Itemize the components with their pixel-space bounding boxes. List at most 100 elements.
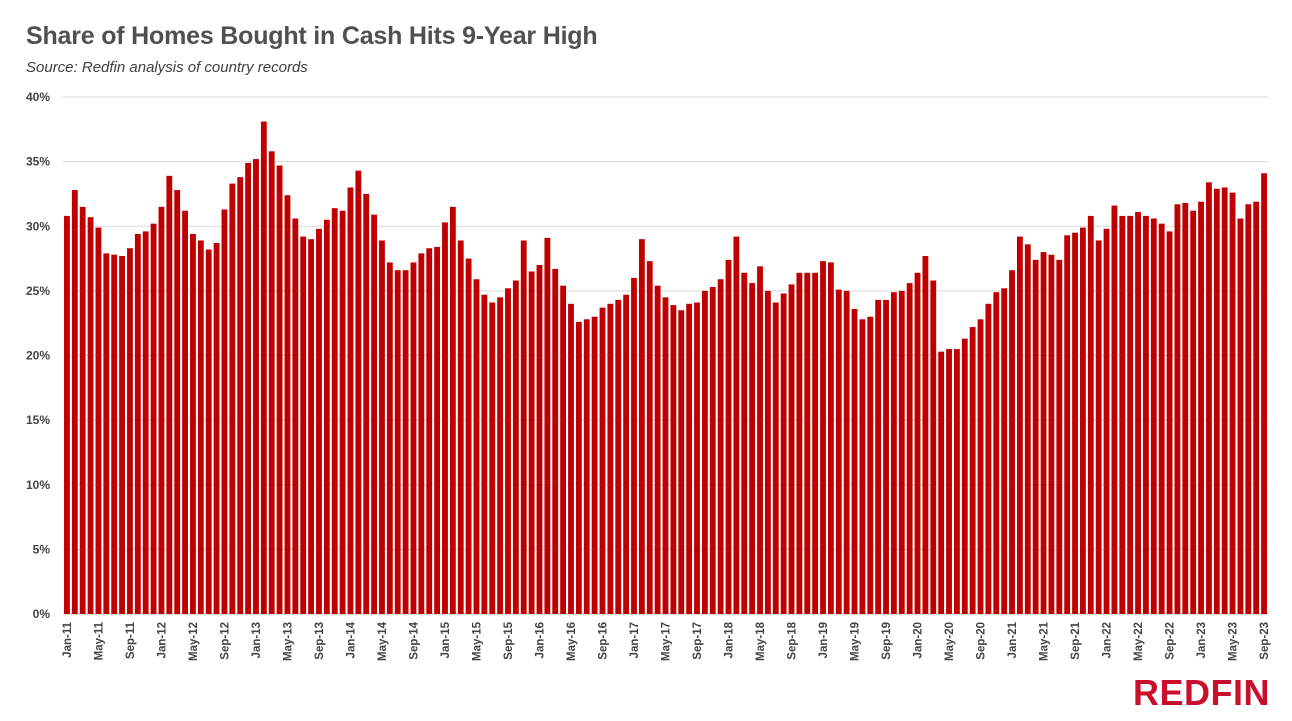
bar: [631, 277, 637, 614]
x-tick-label: Sep-18: [787, 621, 799, 659]
redfin-logo: REDFIN: [1133, 672, 1270, 713]
chart-title: Share of Homes Bought in Cash Hits 9-Yea…: [26, 22, 598, 50]
x-tick-label: Jan-17: [629, 622, 641, 658]
bar: [449, 206, 456, 615]
x-tick-label: Jan-15: [440, 621, 452, 658]
bar: [536, 265, 543, 614]
bar: [1119, 215, 1126, 614]
bar: [575, 321, 582, 614]
bar: [599, 307, 606, 614]
bar: [1095, 240, 1102, 614]
bar: [1080, 227, 1086, 615]
x-tick-label: Jan-11: [62, 621, 74, 657]
bar: [985, 303, 992, 614]
x-tick-label: May-15: [471, 621, 483, 661]
bar: [741, 272, 748, 614]
bar: [678, 310, 685, 614]
bar: [268, 151, 275, 615]
bar: [1237, 218, 1244, 614]
x-tick-label: May-19: [850, 622, 862, 661]
bar: [859, 319, 866, 614]
bar: [520, 240, 527, 614]
bar: [717, 279, 724, 614]
x-tick-label: Sep-15: [503, 621, 515, 659]
x-tick-label: Sep-12: [219, 622, 231, 660]
bar: [347, 187, 354, 615]
bar: [701, 290, 708, 615]
bar: [883, 299, 889, 614]
bar: [961, 338, 968, 614]
x-tick-label: May-23: [1228, 622, 1240, 661]
bar: [308, 239, 314, 614]
bar: [1032, 259, 1039, 614]
bar: [906, 283, 913, 614]
bar: [1056, 259, 1063, 614]
bar: [260, 121, 267, 614]
x-tick-label: Sep-20: [976, 622, 988, 660]
bar: [552, 268, 559, 614]
bar: [386, 262, 393, 614]
bar: [497, 297, 504, 614]
bar: [237, 177, 244, 614]
bar: [174, 190, 181, 614]
bar: [64, 215, 70, 614]
bar: [418, 253, 425, 614]
bar: [977, 319, 984, 614]
y-tick-label: 25%: [26, 284, 50, 298]
y-tick-label: 10%: [26, 478, 50, 492]
x-tick-label: Jan-21: [1007, 621, 1019, 658]
bar: [316, 228, 322, 614]
bar: [930, 280, 937, 614]
x-tick-label: Sep-13: [314, 622, 326, 660]
bar: [1150, 218, 1157, 614]
bar: [1143, 215, 1149, 614]
x-tick-label: Jan-19: [818, 622, 830, 658]
bar: [197, 240, 204, 614]
bar: [749, 283, 756, 614]
x-tick-label: Sep-22: [1165, 622, 1177, 660]
bar: [457, 240, 464, 614]
bar: [725, 259, 732, 614]
y-tick-label: 40%: [26, 90, 50, 104]
bar: [607, 303, 614, 614]
bar: [1040, 252, 1047, 614]
bar: [127, 248, 133, 614]
bar: [1190, 210, 1197, 615]
bar: [1174, 204, 1181, 614]
x-tick-label: May-14: [377, 621, 389, 661]
x-tick-label: May-16: [566, 622, 578, 661]
bar: [654, 285, 661, 614]
bar: [812, 272, 819, 614]
bar: [434, 246, 441, 614]
x-tick-label: May-13: [282, 622, 294, 661]
x-tick-label: Jan-13: [251, 622, 263, 658]
bar: [1024, 244, 1031, 614]
bar: [1206, 182, 1212, 614]
bar: [71, 190, 78, 614]
x-tick-label: May-21: [1039, 621, 1051, 661]
x-tick-label: May-17: [661, 622, 673, 661]
x-tick-label: Jan-22: [1102, 622, 1114, 658]
bar: [544, 237, 551, 614]
bar: [426, 248, 433, 614]
bar: [323, 219, 330, 615]
bar: [969, 327, 976, 614]
bar: [804, 272, 811, 614]
bar: [300, 236, 307, 614]
bar: [166, 175, 173, 614]
x-tick-label: Sep-23: [1259, 622, 1271, 660]
bar: [1048, 254, 1055, 614]
bar: [119, 255, 125, 615]
bar: [331, 208, 338, 614]
bar: [1213, 188, 1220, 614]
bar: [1158, 223, 1165, 615]
x-tick-label: Jan-23: [1196, 622, 1208, 658]
bar: [1182, 202, 1189, 615]
bar: [662, 297, 669, 614]
bar: [867, 316, 874, 614]
bar: [229, 183, 236, 614]
bar: [796, 272, 803, 614]
bar: [379, 240, 385, 614]
bar: [820, 261, 826, 614]
